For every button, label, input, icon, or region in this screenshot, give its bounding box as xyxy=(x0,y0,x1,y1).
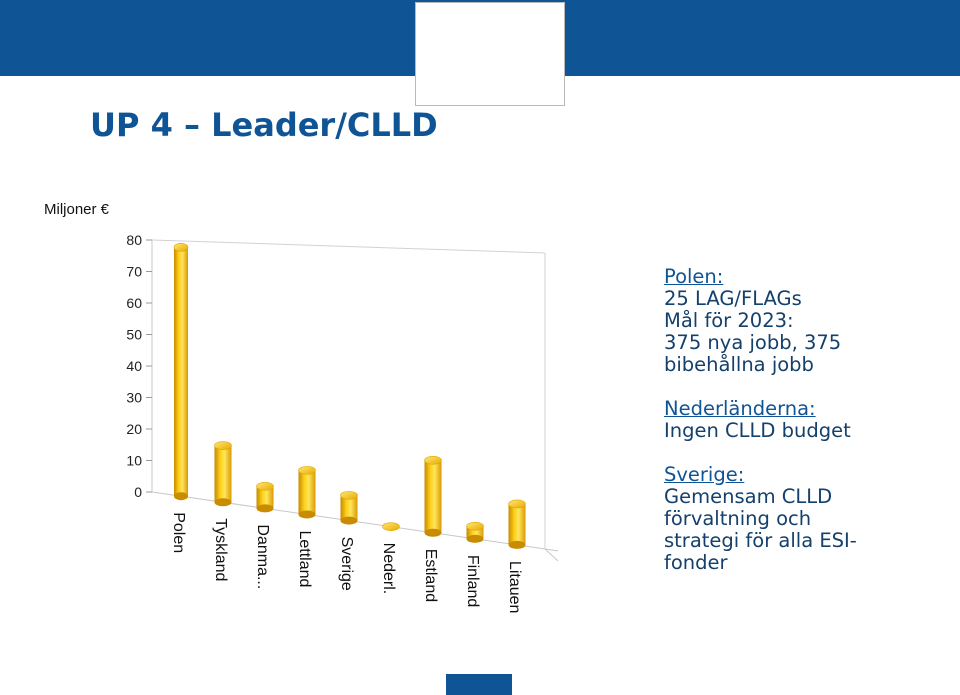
category-label: Estland xyxy=(422,549,439,602)
note-line: Mål för 2023: xyxy=(664,309,794,332)
note-line: förvaltning och xyxy=(664,507,812,530)
chart-bars xyxy=(173,243,526,549)
bar-base xyxy=(256,504,274,513)
bar-polen xyxy=(173,243,189,501)
y-unit-label: Miljoner € xyxy=(44,201,110,218)
note-line: fonder xyxy=(664,551,728,574)
bar-finland xyxy=(466,521,484,543)
bar-cap xyxy=(173,243,189,252)
category-label: Polen xyxy=(170,512,187,553)
bar-base xyxy=(214,498,232,507)
bar-estland xyxy=(424,455,442,537)
category-label: Sverige xyxy=(338,537,355,591)
note-line: Gemensam CLLD xyxy=(664,485,833,508)
bar-body xyxy=(340,495,358,521)
bar-cap xyxy=(214,441,232,450)
note-line: Ingen CLLD budget xyxy=(664,419,851,442)
note-heading: Polen: xyxy=(664,265,724,288)
note-heading: Nederländerna: xyxy=(664,397,816,420)
bar-body xyxy=(256,486,274,509)
footer-tab xyxy=(446,674,512,695)
bar-base xyxy=(298,510,316,519)
bar-base xyxy=(174,492,188,501)
note-line: 375 nya jobb, 375 xyxy=(664,331,842,354)
bar-nederl xyxy=(382,522,400,531)
bar-body xyxy=(214,445,232,503)
bar-base xyxy=(508,540,526,549)
y-tick-label: 50 xyxy=(126,327,142,343)
bar-base xyxy=(340,516,358,525)
bar-lettland xyxy=(298,466,316,519)
bar-base xyxy=(466,534,484,543)
category-label: Nederl. xyxy=(380,543,397,595)
bar-litauen xyxy=(508,499,526,549)
y-tick-label: 10 xyxy=(126,453,142,469)
bar-cap xyxy=(382,522,400,531)
bar-body xyxy=(424,460,442,533)
category-labels: Polen Tyskland Danma... Lettland Sverige Nede… xyxy=(170,512,523,613)
bar-cap xyxy=(508,499,526,509)
bar-chart: 0 10 20 30 40 50 60 70 80 Polen Tyskland Danma... L… xyxy=(126,232,559,613)
bar-cap xyxy=(340,491,358,500)
bar-sverige xyxy=(340,491,358,525)
bar-base xyxy=(424,528,442,537)
bar-body xyxy=(298,470,316,515)
logo-placeholder xyxy=(415,2,565,106)
note-line: 25 LAG/FLAGs xyxy=(664,287,802,310)
y-tick-label: 20 xyxy=(126,421,142,437)
category-label: Danma... xyxy=(254,524,271,589)
back-wall-top-edge xyxy=(151,239,546,254)
y-tick-label: 80 xyxy=(126,232,142,248)
note-nederlanderna: Nederländerna: Ingen CLLD budget xyxy=(664,398,954,442)
bar-cap xyxy=(424,455,442,465)
category-label: Tyskland xyxy=(212,518,229,581)
y-tick-label: 30 xyxy=(126,390,142,406)
bar-cap xyxy=(256,482,274,491)
note-polen: Polen: 25 LAG/FLAGs Mål för 2023: 375 ny… xyxy=(664,266,954,376)
bar-body xyxy=(508,503,526,545)
note-sverige: Sverige: Gemensam CLLD förvaltning och s… xyxy=(664,464,954,574)
bar-tyskland xyxy=(214,441,232,507)
bar-cap xyxy=(466,521,484,531)
note-line: strategi för alla ESI- xyxy=(664,529,857,552)
notes-panel: Polen: 25 LAG/FLAGs Mål för 2023: 375 ny… xyxy=(664,266,954,596)
y-tick-label: 0 xyxy=(134,484,142,500)
category-label: Litauen xyxy=(506,561,523,614)
bar-danma xyxy=(256,482,274,513)
y-tick-label: 40 xyxy=(126,358,142,374)
note-heading: Sverige: xyxy=(664,463,745,486)
y-tick-labels: 0 10 20 30 40 50 60 70 80 xyxy=(126,232,152,500)
bar-cap xyxy=(298,466,316,475)
y-tick-label: 60 xyxy=(126,295,142,311)
note-line: bibehållna jobb xyxy=(664,353,814,376)
page-title: UP 4 – Leader/CLLD xyxy=(90,106,438,144)
bar-body xyxy=(174,247,188,497)
category-label: Lettland xyxy=(296,530,313,587)
category-label: Finland xyxy=(464,555,481,607)
y-tick-label: 70 xyxy=(126,264,142,280)
floor-right-edge xyxy=(544,548,559,562)
